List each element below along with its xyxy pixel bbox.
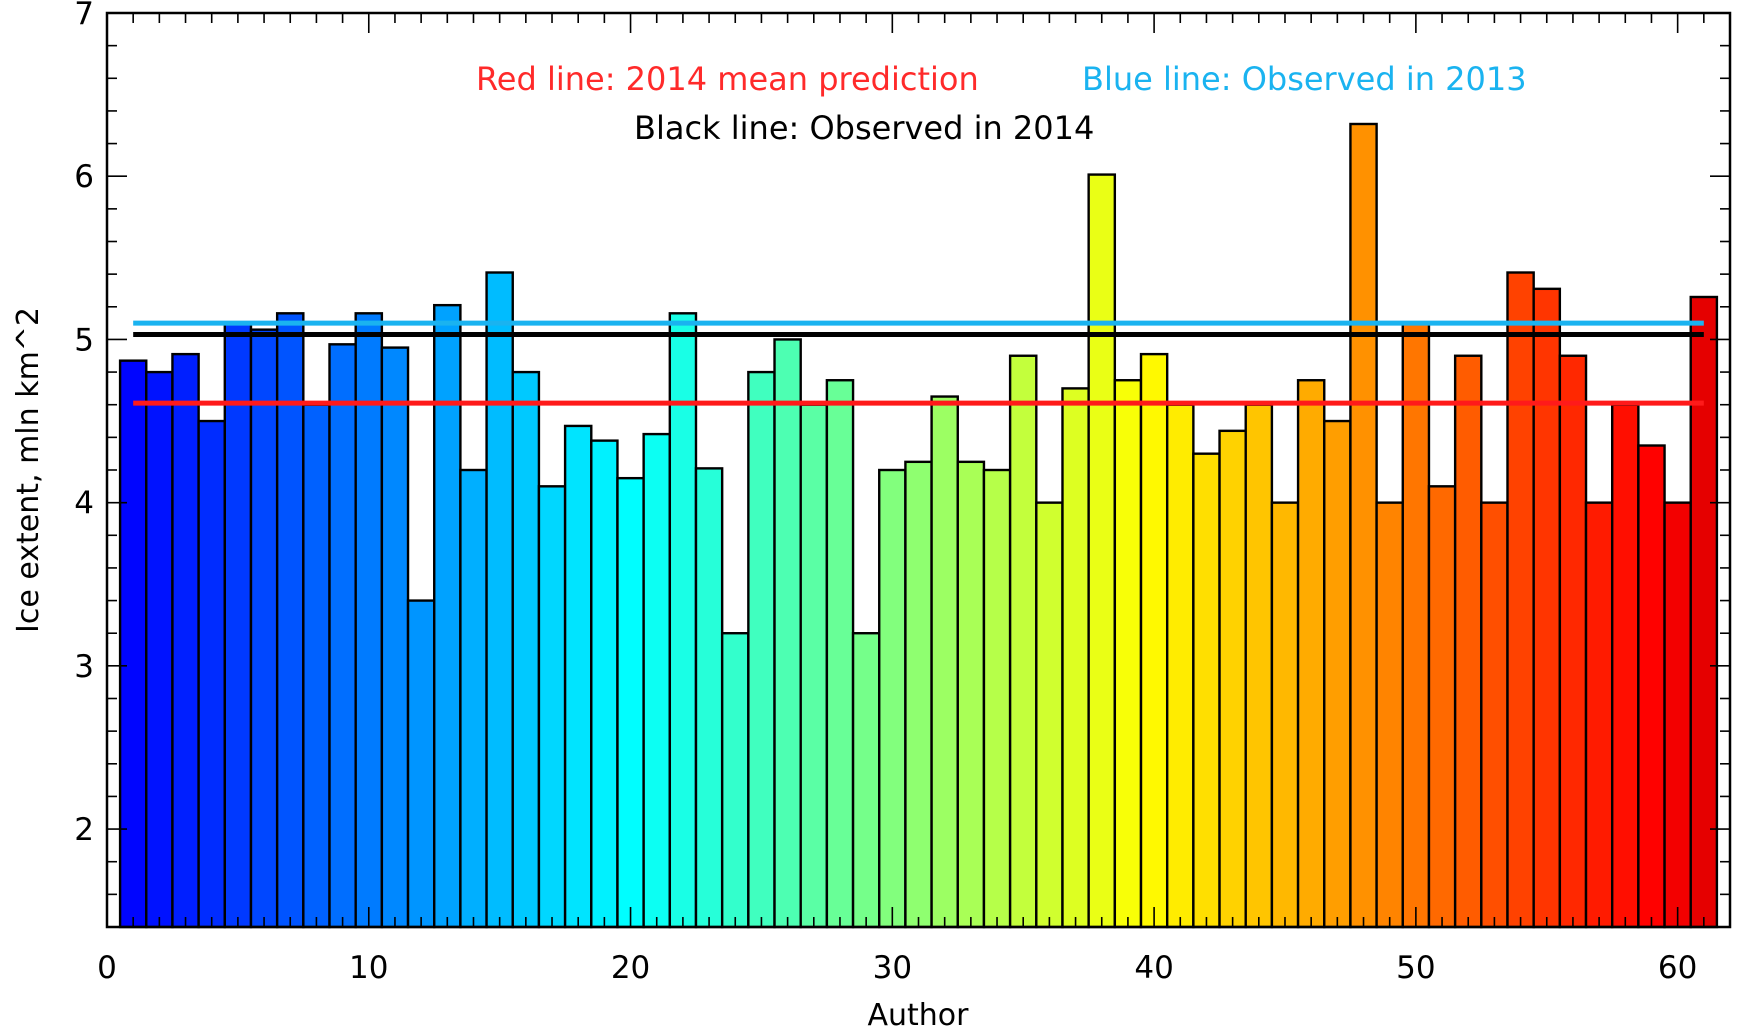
bar-author-30 [878,468,907,929]
bar-author-37 [1061,387,1090,929]
bar-author-61 [1689,295,1719,929]
x-axis-title: Author [867,998,969,1031]
bar-author-26 [773,338,802,929]
bar-author-58 [1610,403,1640,929]
bar-author-38 [1087,173,1117,929]
bar-author-41 [1165,403,1195,929]
bar-author-5 [223,321,253,929]
bar-author-33 [956,460,986,929]
bar-author-42 [1192,452,1221,929]
bar-author-20 [616,476,645,929]
x-tick-label: 60 [1658,950,1697,986]
legend-black-line: Black line: Observed in 2014 [634,109,1094,147]
bar-author-36 [1035,501,1064,929]
bar-author-25 [747,370,776,929]
bar-author-60 [1663,501,1692,929]
bar-author-21 [642,432,672,929]
bar-author-54 [1506,271,1535,929]
bar-author-43 [1218,429,1247,929]
bar-author-28 [825,379,855,929]
bar-author-2 [145,370,174,929]
bar-author-16 [511,370,541,929]
x-tick-label: 50 [1396,950,1435,986]
bar-author-45 [1270,501,1300,929]
bar-author-1 [118,359,148,929]
y-tick-label: 2 [74,812,94,848]
bar-author-40 [1139,352,1169,929]
bar-author-51 [1427,485,1457,929]
bar-author-59 [1637,444,1666,929]
bar-author-50 [1401,321,1431,929]
bar-author-57 [1584,501,1614,929]
x-tick-label: 40 [1134,950,1173,986]
bar-author-18 [563,424,593,929]
y-tick-label: 4 [74,486,94,522]
y-axis-title: Ice extent, mln km^2 [11,307,46,633]
bar-author-23 [694,467,724,929]
bar-author-13 [433,303,462,929]
legend-blue-line: Blue line: Observed in 2013 [1082,60,1527,98]
bar-author-24 [720,632,750,929]
y-tick-label: 7 [74,0,94,32]
tick-labels-layer: 0 10 20 30 40 50 60 2 3 4 5 6 7 [74,0,1697,986]
bar-author-34 [982,468,1012,929]
bar-author-49 [1375,501,1404,929]
bar-author-3 [171,352,200,929]
y-tick-label: 6 [74,159,94,195]
bar-author-39 [1113,379,1143,929]
bar-author-6 [249,328,279,929]
bar-author-52 [1453,354,1483,929]
x-tick-label: 30 [873,950,912,986]
legend-red-line: Red line: 2014 mean prediction [476,60,979,98]
bar-author-11 [380,346,410,929]
y-tick-label: 3 [74,649,94,685]
bar-author-17 [537,485,567,929]
bar-author-4 [197,419,226,929]
x-tick-label: 0 [97,950,117,986]
bar-author-35 [1008,354,1038,929]
bar-author-47 [1323,419,1352,929]
ticks-layer [106,12,1731,928]
bar-author-44 [1244,403,1274,929]
bar-author-8 [302,403,331,929]
bar-author-31 [904,460,933,929]
x-tick-label: 10 [349,950,388,986]
y-tick-label: 5 [74,322,94,358]
bar-author-53 [1480,501,1509,929]
bars-layer [118,122,1719,929]
bar-author-12 [406,599,436,929]
bar-author-14 [459,468,488,929]
bar-author-27 [799,403,829,929]
bar-author-32 [930,395,959,929]
bar-author-48 [1349,122,1378,929]
bar-author-29 [851,632,881,929]
bar-author-9 [328,343,357,929]
bar-author-46 [1296,379,1326,929]
bar-author-55 [1532,287,1562,929]
reference-lines-layer [133,320,1704,406]
bar-author-56 [1558,354,1588,929]
x-tick-label: 20 [611,950,650,986]
bar-author-15 [485,271,514,929]
bar-author-19 [590,439,619,929]
